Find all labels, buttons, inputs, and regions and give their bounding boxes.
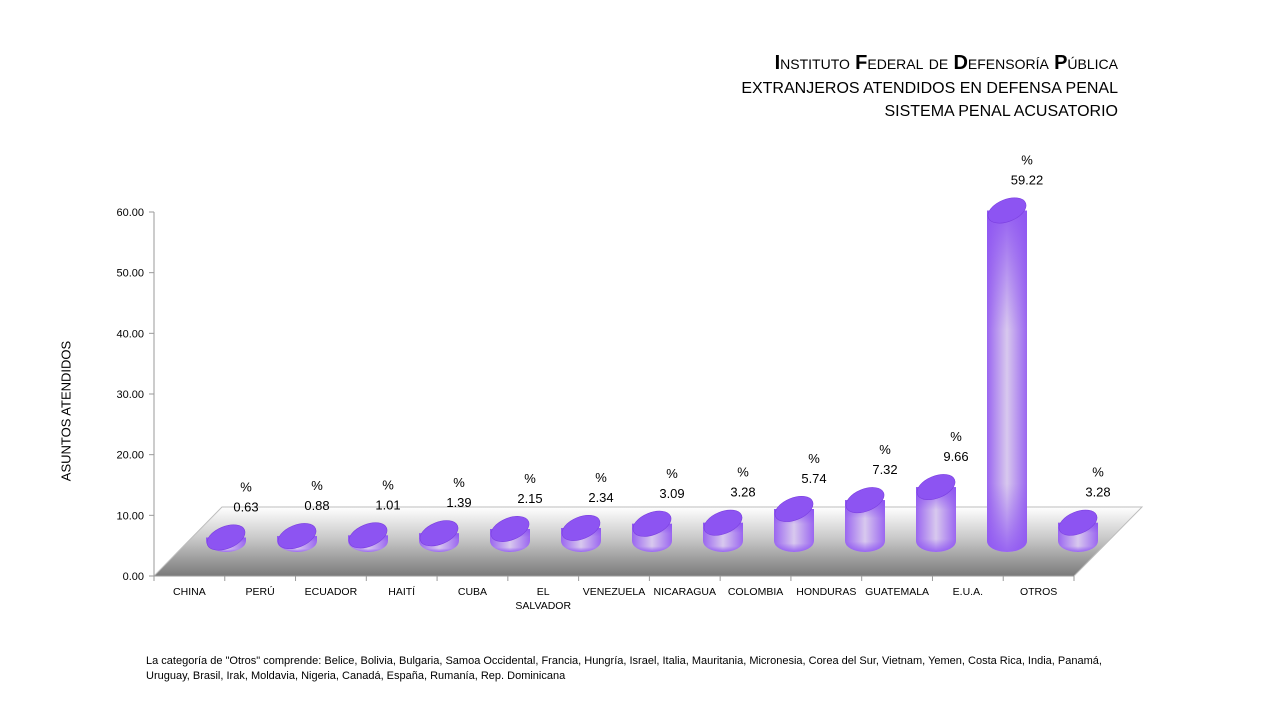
data-label-prefix: % xyxy=(382,477,394,492)
data-label-prefix: % xyxy=(950,429,962,444)
bar-el-salvador xyxy=(561,514,601,552)
bar-china xyxy=(206,524,246,552)
bar-shade xyxy=(916,487,956,552)
data-label-prefix: % xyxy=(737,465,749,480)
data-label-prefix: % xyxy=(1092,465,1104,480)
bar-perú xyxy=(277,523,317,552)
bar-cap xyxy=(561,514,601,541)
footnote: La categoría de "Otros" comprende: Belic… xyxy=(146,655,1102,682)
bar-cap xyxy=(987,197,1027,224)
data-label: 2.34 xyxy=(588,490,613,505)
bar-cuba xyxy=(490,516,530,552)
x-tick-label: NICARAGUA xyxy=(654,586,716,598)
bar-cap xyxy=(419,520,459,547)
bar-otros xyxy=(1058,509,1098,552)
data-label: 2.15 xyxy=(517,491,542,506)
x-tick-label: HONDURAS xyxy=(796,586,856,598)
y-axis-label: ASUNTOS ATENDIDOS xyxy=(58,340,74,482)
bar-cap xyxy=(845,487,885,514)
bar-e-u-a- xyxy=(987,197,1027,552)
y-tick-label: 20.00 xyxy=(116,450,144,462)
data-label: 3.09 xyxy=(659,486,684,501)
bar-cap xyxy=(206,524,246,551)
title-line-2: EXTRANJEROS ATENDIDOS EN DEFENSA PENAL xyxy=(741,80,1118,97)
data-label-prefix: % xyxy=(453,475,465,490)
bar-venezuela xyxy=(632,510,672,552)
data-label: 9.66 xyxy=(943,449,968,464)
data-label: 59.22 xyxy=(1011,172,1044,187)
x-tick-label: ECUADOR xyxy=(305,586,358,598)
data-label: 3.28 xyxy=(730,485,755,500)
y-tick-label: 0.00 xyxy=(123,571,144,583)
data-label-prefix: % xyxy=(879,442,891,457)
y-tick-label: 50.00 xyxy=(116,268,144,280)
x-tick-label: GUATEMALA xyxy=(865,586,929,598)
bar-shade xyxy=(987,210,1027,552)
chart-title: INSTITUTO FEDERAL DE DEFENSORÍA PÚBLICA … xyxy=(741,50,1118,123)
data-label: 0.63 xyxy=(233,499,258,514)
data-label: 7.32 xyxy=(872,462,897,477)
bar-cap xyxy=(490,516,530,542)
bar-cap xyxy=(703,509,743,536)
x-tick-label: OTROS xyxy=(1020,586,1057,598)
y-axis: 0.00 10.00 20.00 30.00 40.00 50.00 60.00 xyxy=(116,207,1075,583)
data-label: 1.01 xyxy=(375,497,400,512)
data-label-prefix: % xyxy=(240,479,252,494)
y-tick-label: 40.00 xyxy=(116,328,144,340)
bar-cap xyxy=(916,474,956,501)
x-tick-label: EL SALVADOR xyxy=(515,586,571,612)
data-label: 0.88 xyxy=(304,498,329,513)
bar-honduras xyxy=(845,487,885,552)
x-tick-label: VENEZUELA xyxy=(583,586,645,598)
bar-cap xyxy=(1058,509,1098,536)
x-tick-label: CUBA xyxy=(458,586,487,598)
x-tick-label: CHINA xyxy=(173,586,206,598)
bar-colombia xyxy=(774,496,814,552)
bar-cap xyxy=(774,496,814,522)
bars xyxy=(206,197,1098,552)
x-tick-label: HAITÍ xyxy=(388,585,415,598)
data-label-prefix: % xyxy=(808,451,820,466)
bar-cap xyxy=(348,522,388,549)
y-tick-label: 30.00 xyxy=(116,389,144,401)
y-tick-label: 10.00 xyxy=(116,510,144,522)
title-line-3: SISTEMA PENAL ACUSATORIO xyxy=(884,103,1118,120)
data-labels: % 0.63% 0.88% 1.01% 1.39% 2.15% 2.34% 3.09% 3.28… xyxy=(233,152,1110,514)
bar-guatemala xyxy=(916,474,956,552)
bar-ecuador xyxy=(348,522,388,552)
data-label-prefix: % xyxy=(311,478,323,493)
data-label-prefix: % xyxy=(595,470,607,485)
x-tick-label: COLOMBIA xyxy=(728,586,783,598)
bar-haití xyxy=(419,520,459,552)
data-label: 3.28 xyxy=(1085,485,1110,500)
bar-shade xyxy=(845,500,885,552)
data-label-prefix: % xyxy=(524,471,536,486)
bar-cap xyxy=(632,510,672,537)
title-line-1: INSTITUTO FEDERAL DE DEFENSORÍA PÚBLICA xyxy=(774,52,1118,74)
data-label-prefix: % xyxy=(666,466,678,481)
x-tick-label: PERÚ xyxy=(246,585,275,598)
data-label: 5.74 xyxy=(801,471,826,486)
category-labels: CHINA PERÚ ECUADOR HAITÍ CUBA EL SALVADOR VENEZ… xyxy=(173,585,1057,612)
bar-cap xyxy=(277,523,317,550)
bar-nicaragua xyxy=(703,509,743,552)
x-tick-label: E.U.A. xyxy=(953,586,983,598)
y-tick-label: 60.00 xyxy=(116,207,144,219)
data-label: 1.39 xyxy=(446,495,471,510)
data-label-prefix: % xyxy=(1021,152,1033,167)
